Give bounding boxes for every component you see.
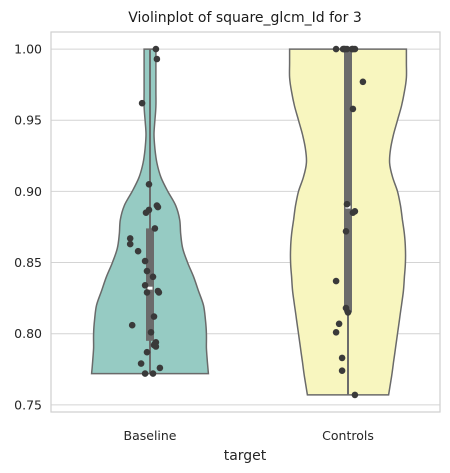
violin-median <box>147 286 153 290</box>
data-point <box>147 329 155 336</box>
data-point <box>142 209 150 216</box>
data-point <box>138 99 146 107</box>
x-tick-labels: Baseline Controls <box>124 428 374 443</box>
data-point <box>351 45 359 53</box>
data-point <box>332 329 340 336</box>
data-point <box>343 200 351 208</box>
data-point <box>126 240 134 248</box>
data-point <box>359 78 367 86</box>
violin-iqr-box <box>344 49 352 313</box>
data-point <box>141 282 149 289</box>
data-point <box>332 277 340 285</box>
data-points <box>126 45 367 399</box>
data-point <box>128 321 136 329</box>
data-point <box>134 247 142 255</box>
data-point <box>152 45 160 53</box>
data-point <box>126 235 134 242</box>
data-point <box>143 289 151 296</box>
y-tick-label: 0.75 <box>14 397 42 412</box>
y-tick-label: 1.00 <box>14 42 42 57</box>
data-point <box>141 370 149 377</box>
data-point <box>145 181 153 188</box>
data-point <box>343 45 351 53</box>
data-point <box>338 354 346 362</box>
y-tick-label: 0.85 <box>14 255 42 270</box>
y-tick-label: 0.80 <box>14 326 42 341</box>
data-point <box>150 313 158 320</box>
violins <box>90 48 408 396</box>
data-point <box>349 209 357 216</box>
data-point <box>143 267 151 275</box>
data-point <box>143 348 151 356</box>
data-point <box>154 203 162 211</box>
data-point <box>156 364 164 372</box>
data-point <box>344 309 352 316</box>
y-tick-labels: 0.75 0.80 0.85 0.90 0.95 1.00 <box>14 42 42 413</box>
data-point <box>153 55 161 63</box>
chart-title: Violinplot of square_glcm_Id for 3 <box>128 10 361 26</box>
data-point <box>137 360 145 367</box>
x-tick-label: Controls <box>322 428 374 443</box>
data-point <box>155 289 163 296</box>
data-point <box>151 225 159 232</box>
data-point <box>335 320 343 328</box>
data-point <box>342 228 350 235</box>
data-point <box>351 391 359 399</box>
data-point <box>149 273 157 281</box>
y-tick-label: 0.95 <box>14 113 42 128</box>
x-tick-label: Baseline <box>124 428 177 443</box>
data-point <box>332 45 340 53</box>
data-point <box>152 343 160 350</box>
y-tick-label: 0.90 <box>14 184 42 199</box>
data-point <box>141 257 149 265</box>
x-axis-label: target <box>224 448 267 464</box>
data-point <box>338 367 346 375</box>
plot-frame <box>50 31 441 413</box>
violin-iqr-box <box>146 228 154 341</box>
data-point <box>149 370 157 377</box>
data-point <box>349 105 357 113</box>
